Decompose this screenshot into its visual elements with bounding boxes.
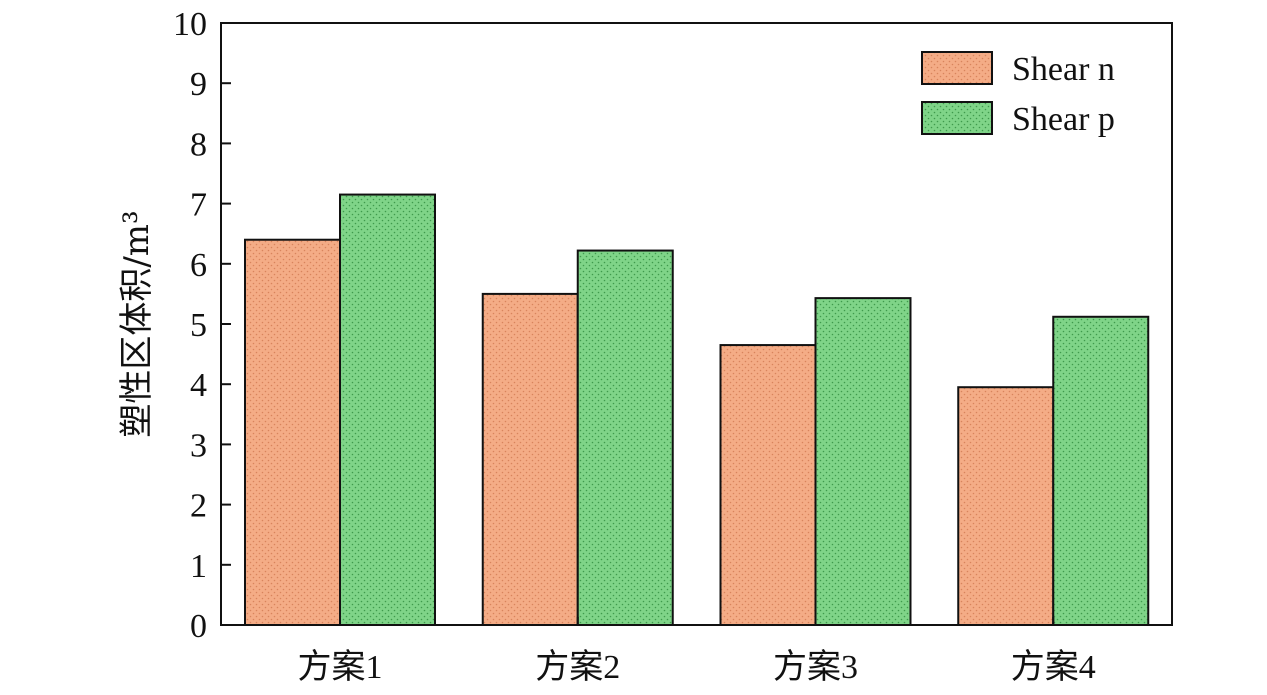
y-axis: 0 1 2 3 4 5 6 7 8 9 10 xyxy=(173,6,231,645)
y-tick-label: 3 xyxy=(190,427,207,464)
y-tick-label: 10 xyxy=(173,6,207,43)
legend-label: Shear n xyxy=(1012,51,1115,88)
bar-shear-p-3 xyxy=(814,297,912,626)
bar-shear-n-4 xyxy=(957,386,1055,626)
bar-shear-p-4 xyxy=(1052,315,1150,626)
x-tick-label: 方案2 xyxy=(535,648,620,686)
y-axis-label: 塑性区体积/m³ xyxy=(117,210,157,437)
legend-label: Shear p xyxy=(1012,101,1115,138)
x-axis: 方案1 方案2 方案3 方案4 xyxy=(298,617,1096,686)
bar-shear-n-2 xyxy=(481,292,579,626)
y-tick-label: 7 xyxy=(190,187,207,224)
bars-group xyxy=(244,193,1150,626)
bar-shear-n-3 xyxy=(719,344,817,626)
bar-shear-p-1 xyxy=(339,193,436,626)
x-tick-label: 方案4 xyxy=(1011,648,1096,686)
legend: Shear n Shear p xyxy=(921,51,1115,138)
legend-swatch-shear-n xyxy=(921,51,993,85)
y-tick-label: 0 xyxy=(190,608,207,645)
y-tick-label: 1 xyxy=(190,548,207,585)
y-tick-label: 2 xyxy=(190,488,207,525)
y-tick-label: 6 xyxy=(190,247,207,284)
bar-shear-n-1 xyxy=(244,238,341,626)
bar-shear-p-2 xyxy=(576,249,674,626)
x-tick-label: 方案3 xyxy=(773,648,858,686)
y-tick-label: 8 xyxy=(190,126,207,163)
legend-swatch-shear-p xyxy=(921,101,993,135)
x-tick-label: 方案1 xyxy=(298,648,383,686)
y-tick-label: 4 xyxy=(190,367,207,404)
y-tick-label: 5 xyxy=(190,307,207,344)
y-tick-label: 9 xyxy=(190,66,207,103)
